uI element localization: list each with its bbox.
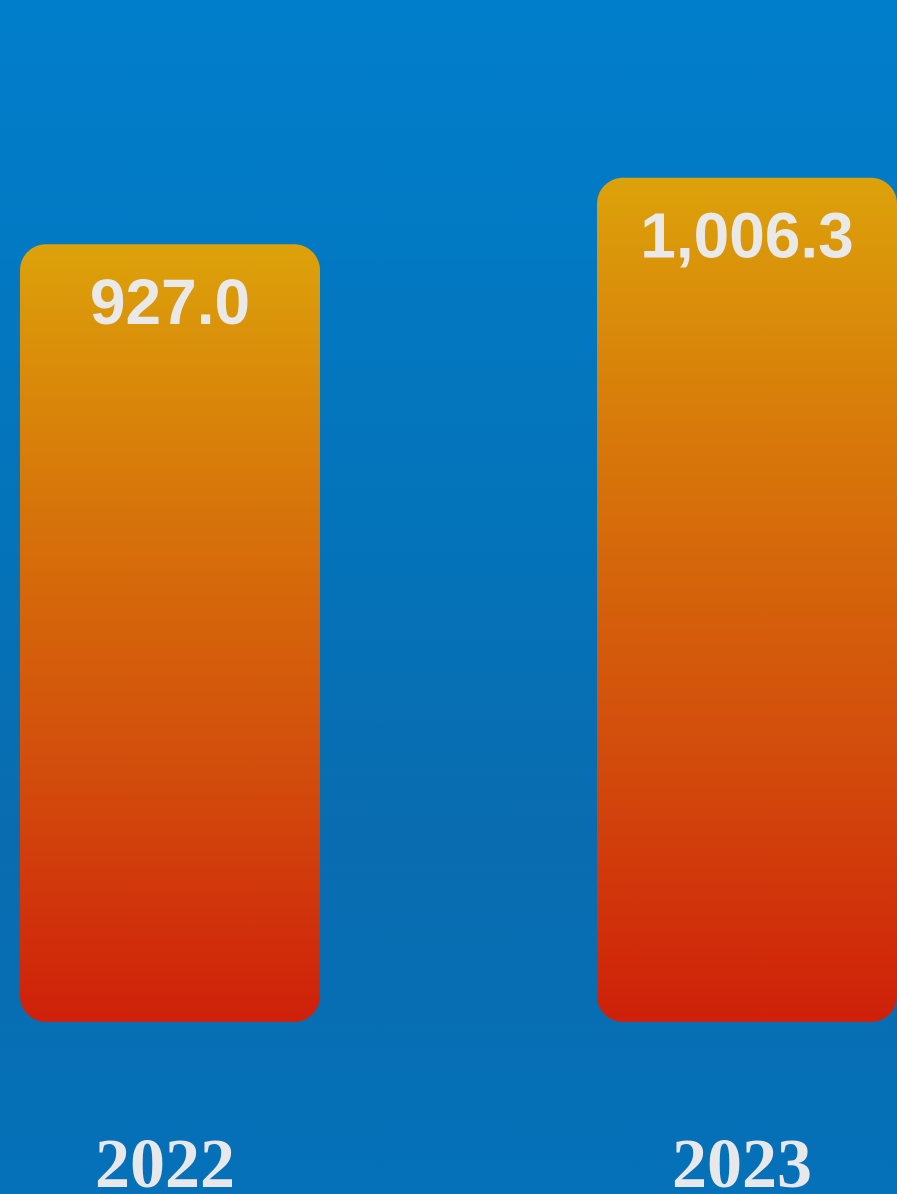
category-labels-group: 2022 2023 (95, 1126, 812, 1194)
bar-2022 (20, 244, 320, 1022)
category-label-2023: 2023 (672, 1126, 812, 1194)
value-label-2023: 1,006.3 (640, 200, 854, 272)
category-label-2022: 2022 (95, 1126, 235, 1194)
value-labels-group: 927.0 1,006.3 (90, 200, 854, 339)
bars-group (20, 177, 897, 1022)
bar-2023 (597, 177, 897, 1022)
value-label-2022: 927.0 (90, 266, 250, 338)
